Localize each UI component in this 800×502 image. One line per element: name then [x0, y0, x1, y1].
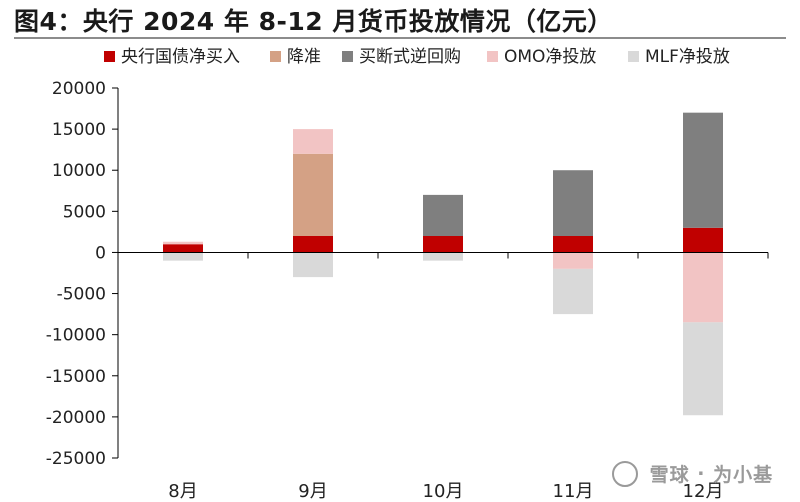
bar-segment-4	[163, 252, 203, 261]
y-axis: 20000 15000 10000 5000 0 -5000 -10000 -15000 -20…	[46, 79, 119, 469]
bar-segment-0	[163, 244, 203, 253]
bars	[163, 112, 723, 416]
y-tick-label: -25000	[46, 449, 106, 469]
bar-segment-0	[683, 227, 723, 253]
legend-label-3: OMO净投放	[504, 47, 596, 67]
bar-segment-4	[293, 252, 333, 278]
legend-label-0: 央行国债净买入	[121, 47, 240, 67]
title-underline	[14, 37, 786, 39]
legend-swatch-3	[487, 51, 498, 62]
y-tick-label: 15000	[52, 120, 106, 140]
legend-label-1: 降准	[287, 47, 321, 67]
bar-segment-3	[293, 129, 333, 154]
legend-swatch-4	[628, 51, 639, 62]
x-tick-label: 10月	[423, 481, 464, 502]
bar-segment-3	[163, 241, 203, 245]
bar-segment-0	[553, 236, 593, 253]
y-tick-label: 20000	[52, 79, 106, 99]
x-tick-label: 12月	[683, 481, 724, 502]
bar-segment-4	[553, 268, 593, 315]
watermark-separator: ·	[697, 462, 706, 485]
bar-segment-2	[423, 194, 463, 236]
bar-segment-2	[553, 170, 593, 236]
y-tick-label: 0	[95, 243, 106, 263]
legend-swatch-2	[342, 51, 353, 62]
legend: 央行国债净买入 降准 买断式逆回购 OMO净投放 MLF净投放	[104, 47, 730, 67]
y-tick-label: 10000	[52, 161, 106, 181]
x-tick-label: 11月	[553, 481, 594, 502]
y-tick-label: 5000	[63, 202, 106, 222]
snowball-logo-icon	[612, 460, 638, 487]
legend-swatch-0	[104, 51, 115, 62]
bar-segment-1	[293, 153, 333, 236]
y-tick-label: -15000	[46, 367, 106, 387]
y-tick-label: -10000	[46, 326, 106, 346]
bar-segment-4	[683, 322, 723, 416]
y-tick-label: -5000	[57, 285, 106, 305]
bar-segment-3	[683, 252, 723, 323]
x-tick-label: 8月	[168, 481, 197, 502]
bar-segment-3	[553, 252, 593, 269]
watermark: 雪球 · 为小基	[612, 460, 773, 487]
bar-segment-2	[683, 112, 723, 228]
watermark-author: 为小基	[713, 464, 774, 486]
chart-title: 图4：央行 2024 年 8-12 月货币投放情况（亿元）	[14, 7, 613, 36]
x-axis: 8月 9月 10月 11月 12月	[118, 251, 769, 502]
watermark-logo-text: 雪球	[649, 464, 690, 486]
bar-segment-0	[423, 236, 463, 253]
legend-label-4: MLF净投放	[645, 47, 730, 67]
x-tick-label: 9月	[298, 481, 327, 502]
legend-label-2: 买断式逆回购	[359, 47, 461, 67]
legend-swatch-1	[270, 51, 281, 62]
y-tick-label: -20000	[46, 408, 106, 428]
bar-segment-0	[293, 236, 333, 253]
bar-segment-4	[423, 252, 463, 261]
